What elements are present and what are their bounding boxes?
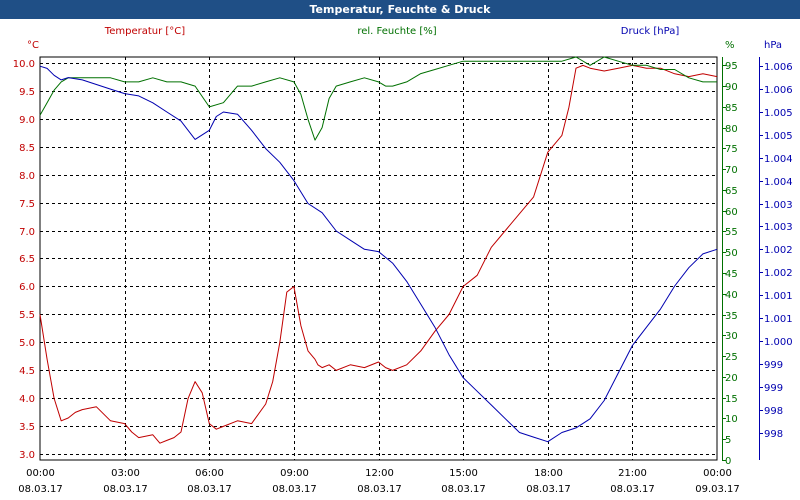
humidity-tick-label: 40 <box>725 290 738 301</box>
humidity-tick-label: 55 <box>725 227 738 238</box>
chart-area: 00:00 08.03.17 03:00 08.03.17 06:00 08.03.17 0… <box>13 26 793 495</box>
pressure-tick-label: 1.000 <box>764 337 793 348</box>
humidity-tick-label: 90 <box>725 82 738 93</box>
pressure-tick-label: 1.005 <box>764 131 793 142</box>
x-tick-date: 08.03.17 <box>187 484 232 495</box>
pressure-tick-label: 1.005 <box>764 108 793 119</box>
temperature-tick-label: 6.5 <box>19 254 35 265</box>
temperature-tick-label: 4.5 <box>19 366 35 377</box>
temperature-tick-label: 5.0 <box>19 338 35 349</box>
x-tick-time: 09:00 <box>280 468 309 479</box>
pressure-tick-label: 1.006 <box>764 85 793 96</box>
humidity-tick-label: 5 <box>725 435 731 446</box>
temperature-tick-label: 10.0 <box>13 59 35 70</box>
pressure-tick-label: 1.003 <box>764 222 793 233</box>
pressure-tick-label: 1.001 <box>764 291 793 302</box>
humidity-tick-label: 75 <box>725 144 738 155</box>
humidity-unit: % <box>725 40 735 51</box>
humidity-tick-label: 0 <box>725 456 731 467</box>
pressure-tick-label: 1.002 <box>764 268 793 279</box>
x-tick-time: 00:00 <box>703 468 732 479</box>
humidity-tick-label: 45 <box>725 269 738 280</box>
x-tick-time: 00:00 <box>26 468 55 479</box>
temperature-tick-label: 7.0 <box>19 227 35 238</box>
humidity-tick-label: 85 <box>725 103 738 114</box>
humidity-tick-label: 80 <box>725 124 738 135</box>
humidity-axis-label: rel. Feuchte [%] <box>357 26 436 37</box>
pressure-series-line <box>39 65 718 443</box>
humidity-tick-label: 65 <box>725 186 738 197</box>
humidity-tick-label: 35 <box>725 311 738 322</box>
x-tick-date: 08.03.17 <box>357 484 402 495</box>
pressure-tick-label: 1.001 <box>764 314 793 325</box>
humidity-tick-label: 30 <box>725 331 738 342</box>
humidity-tick-label: 95 <box>725 61 738 72</box>
x-tick-time: 06:00 <box>195 468 224 479</box>
pressure-tick-label: 1.003 <box>764 200 793 211</box>
x-tick-date: 08.03.17 <box>272 484 317 495</box>
window-title: Temperatur, Feuchte & Druck <box>0 0 800 19</box>
humidity-tick-label: 70 <box>725 165 738 176</box>
pressure-axis-label: Druck [hPa] <box>621 26 680 37</box>
pressure-tick-label: 998 <box>764 406 783 417</box>
temperature-tick-label: 8.5 <box>19 143 35 154</box>
temperature-series-line <box>39 64 718 444</box>
pressure-tick-label: 1.006 <box>764 62 793 73</box>
x-tick-time: 18:00 <box>534 468 563 479</box>
temperature-tick-label: 7.5 <box>19 199 35 210</box>
humidity-tick-label: 10 <box>725 414 738 425</box>
temperature-tick-label: 3.0 <box>19 450 35 461</box>
temperature-tick-label: 9.0 <box>19 115 35 126</box>
temperature-tick-label: 9.5 <box>19 87 35 98</box>
temperature-tick-label: 8.0 <box>19 171 35 182</box>
pressure-tick-label: 999 <box>764 360 783 371</box>
humidity-tick-label: 15 <box>725 394 738 405</box>
pressure-tick-label: 998 <box>764 429 783 440</box>
humidity-tick-label: 50 <box>725 248 738 259</box>
temperature-tick-label: 5.5 <box>19 310 35 321</box>
temperature-unit: °C <box>27 40 39 51</box>
pressure-tick-label: 1.002 <box>764 245 793 256</box>
humidity-series-line <box>39 56 717 141</box>
humidity-tick-label: 20 <box>725 373 738 384</box>
humidity-tick-label: 25 <box>725 352 738 363</box>
temperature-tick-label: 6.0 <box>19 282 35 293</box>
x-tick-date: 08.03.17 <box>18 484 63 495</box>
temperature-axis-label: Temperatur [°C] <box>104 26 185 37</box>
x-tick-time: 03:00 <box>111 468 140 479</box>
x-tick-time: 12:00 <box>365 468 394 479</box>
temperature-tick-label: 3.5 <box>19 422 35 433</box>
x-tick-date: 08.03.17 <box>610 484 655 495</box>
pressure-tick-label: 999 <box>764 383 783 394</box>
x-tick-date: 08.03.17 <box>103 484 148 495</box>
humidity-tick-label: 60 <box>725 207 738 218</box>
pressure-tick-label: 1.004 <box>764 154 793 165</box>
x-tick-date: 08.03.17 <box>526 484 571 495</box>
x-tick-date: 09.03.17 <box>695 484 740 495</box>
x-tick-date: 08.03.17 <box>441 484 486 495</box>
pressure-tick-label: 1.004 <box>764 177 793 188</box>
temperature-tick-label: 4.0 <box>19 394 35 405</box>
pressure-unit: hPa <box>764 40 782 51</box>
x-tick-time: 21:00 <box>618 468 647 479</box>
x-tick-time: 15:00 <box>449 468 478 479</box>
